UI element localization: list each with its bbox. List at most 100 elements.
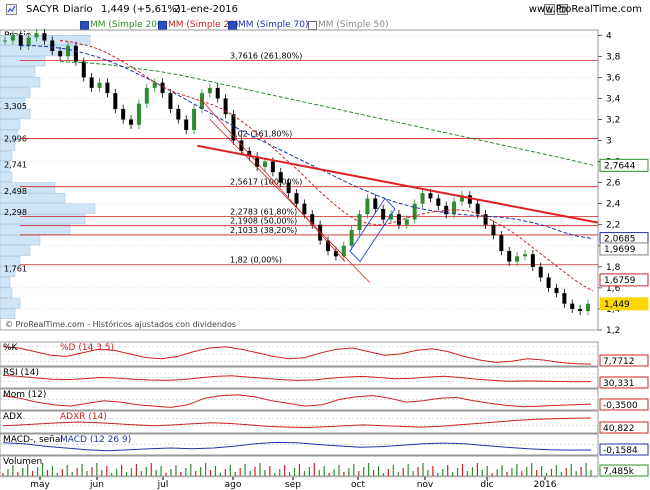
indicator-value-badge [599,421,649,434]
candle-body [326,240,331,252]
volume-profile-bar [0,235,41,246]
indicator-value-badge [599,443,649,456]
legend-sma50: MM (Simple 50) [318,20,389,30]
candle-body [294,193,299,204]
fib-level-label: 1,82 (0,00%) [230,256,282,265]
fib-level-label: 2,2783 (61,80%) [230,207,297,216]
candle-body [58,51,63,57]
candle-body [121,108,126,120]
indicator-value-label: -0,1584 [603,446,638,456]
value-badge-label: 1,449 [604,300,630,310]
candle-body [176,108,181,120]
period-label: Diario [63,4,93,15]
candle-body [562,293,567,304]
value-badge [599,297,649,311]
indicator-panel-frame [0,410,599,434]
volume-profile-bar [0,308,16,319]
y-tick-label: 2,4 [606,200,621,210]
candle-body [10,35,15,41]
x-axis: may jun jul ago sep oct nov dic 2016 [0,476,598,490]
x-tick-label: sep [285,480,301,490]
candle-body [310,214,315,225]
site-label[interactable]: www.ProRealTime.com [528,4,642,15]
indicator-line [2,441,592,452]
indicator-value-label: -0,3500 [603,401,638,411]
volume-profile-bar [0,266,16,277]
candle-body [3,40,7,42]
volume-profile-bar [0,108,31,119]
indicator-name: ADX [3,412,22,422]
candle-body [507,251,512,262]
candle-body [192,108,197,130]
x-tick-label: dic [480,480,493,490]
indicator-label: MACD (12 26 9) [60,435,131,445]
candle-body [136,103,141,125]
x-tick-label: oct [351,480,365,490]
candle-body [341,245,346,257]
candle-body [333,251,338,257]
minimize-icon[interactable] [544,4,555,15]
candle-body [444,205,449,215]
candle-body [18,35,23,46]
indicator-value-label: 30,331 [603,379,635,389]
candle-body [152,82,157,88]
y-tick-label: 3,8 [606,52,621,62]
channel-box [349,197,396,263]
candle-body [554,287,559,294]
y-tick-label: 1,2 [606,326,620,336]
volume-profile-bar [0,56,46,67]
y-tick-label: 1,8 [606,263,621,273]
indicator-name: Mom (12) [3,390,46,400]
candle-body [499,235,504,252]
candle-body [239,140,244,152]
candle-body [515,256,520,262]
indicator-value-label: 7,7712 [603,357,635,367]
candle-body [459,195,464,202]
value-badge [599,158,649,172]
maximize-icon[interactable] [557,4,568,15]
value-badge-label: 2,7644 [604,161,636,171]
candle-body [184,119,189,130]
y-tick-label: 3,6 [606,73,621,83]
volume-profile-bar [0,245,31,256]
candle-body [349,230,354,246]
volume-profile-bar [0,224,71,235]
y-tick-label: 3,4 [606,94,621,104]
legend-sma20: MM (Simple 20) [168,20,239,30]
volume-profile-label: 3,305 [4,102,27,111]
fib-level-label: 3,7616 (261,80%) [230,51,302,60]
indicator-value-label: 40,822 [603,424,635,434]
indicator-name: MACD-, señal [3,435,63,445]
volume-profile-bar [0,129,19,140]
candle-body [66,45,71,57]
candle-body [318,224,323,241]
candle-body [538,266,543,278]
y-tick-label: 1,6 [606,284,621,294]
volume-profile-bar [0,203,96,214]
candle-body [255,156,260,167]
indicator-value-badge [599,354,649,367]
fib-level-label: 2,1908 (50,00%) [230,217,297,226]
volume-profile-bar [0,214,86,225]
indicator-value-label: 7,485k [603,467,635,477]
candle-body [475,203,480,215]
candle-body [129,119,134,125]
chart-settings-icon[interactable] [6,4,17,15]
fib-level-label: 3,02 (161,80%) [230,129,292,138]
candle-body [144,87,149,104]
candle-body [420,193,425,204]
candle-body [278,172,283,183]
volume-profile-bar [0,287,13,298]
y-tick-label: 3 [606,137,612,147]
indicator-line [2,346,592,365]
volume-profile-bar [0,277,11,288]
volume-profile-bar [0,119,21,130]
volume-profile-label: 1,761 [4,264,27,273]
indicator-value-badge [599,464,649,477]
candle-body [26,37,31,46]
candle-body [404,219,409,225]
indicator-label: %D (14 3 5) [60,343,114,353]
resistance-trendline [197,144,599,224]
candle-body [113,93,118,109]
